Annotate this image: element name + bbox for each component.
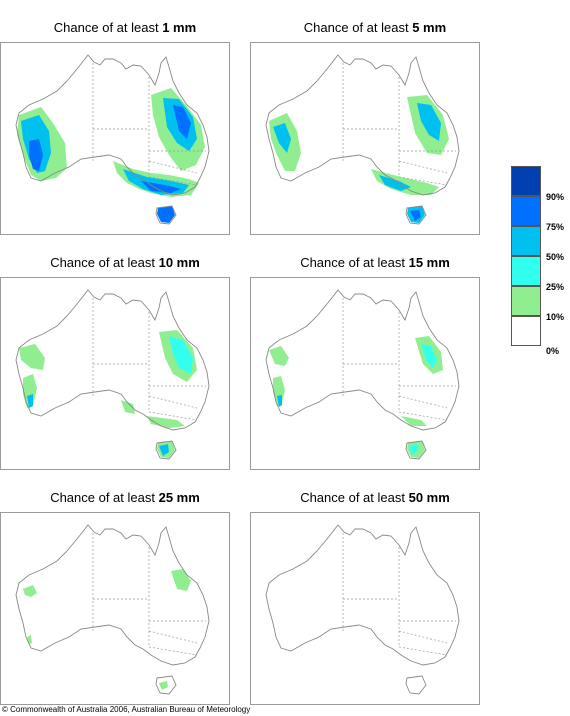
tasmania-outline	[155, 440, 177, 460]
coastline	[265, 524, 460, 666]
legend-label-25: 25%	[546, 282, 565, 292]
coastline	[265, 289, 460, 431]
legend-label-0: 0%	[546, 346, 560, 356]
australia-map	[0, 512, 230, 705]
legend-swatch-0	[511, 316, 541, 346]
title-prefix: Chance of at least	[303, 20, 409, 35]
legend-label-90: 90%	[546, 192, 565, 202]
title-prefix: Chance of at least	[300, 490, 405, 505]
title-prefix: Chance of at least	[300, 255, 405, 270]
color-legend: 90% 75% 50% 25% 10% 0%	[511, 166, 570, 366]
state-borders	[92, 533, 206, 656]
threshold-label: 5 mm	[412, 20, 447, 35]
coastline	[15, 54, 210, 196]
threshold-label: 50 mm	[408, 490, 450, 505]
australia-map	[250, 277, 480, 470]
rain-shading	[23, 569, 191, 690]
australia-map	[0, 42, 230, 235]
map-svg	[15, 524, 210, 695]
state-borders	[342, 298, 456, 421]
coastline	[15, 524, 210, 666]
map-panel-50mm: Chance of at least 50 mm	[250, 490, 500, 705]
state-borders	[342, 63, 456, 186]
legend-label-50: 50%	[546, 252, 565, 262]
legend-swatch-10	[511, 286, 541, 316]
tasmania-outline	[155, 675, 177, 695]
map-panel-15mm: Chance of at least 15 mm	[250, 255, 500, 485]
legend-swatch-25	[511, 256, 541, 286]
panel-title: Chance of at least 10 mm	[0, 255, 250, 271]
legend-swatch-75	[511, 196, 541, 226]
state-borders	[92, 298, 206, 421]
legend-label-10: 10%	[546, 312, 565, 322]
rain-shading	[19, 330, 197, 458]
map-panel-25mm: Chance of at least 25 mm	[0, 490, 250, 705]
state-borders	[342, 533, 456, 656]
rain-shading	[269, 95, 449, 223]
rain-shading	[17, 88, 205, 223]
map-svg	[265, 289, 460, 460]
threshold-label: 1 mm	[162, 20, 197, 35]
title-prefix: Chance of at least	[50, 490, 155, 505]
map-panel-10mm: Chance of at least 10 mm	[0, 255, 250, 485]
legend-swatch-90	[511, 166, 541, 196]
australia-map	[0, 277, 230, 470]
map-svg	[265, 524, 460, 695]
legend-label-75: 75%	[546, 222, 565, 232]
tasmania-outline	[155, 205, 177, 225]
legend-swatch-50	[511, 226, 541, 256]
map-panel-5mm: Chance of at least 5 mm	[250, 20, 500, 250]
map-svg	[15, 289, 210, 460]
map-svg	[265, 54, 460, 225]
threshold-label: 10 mm	[158, 255, 200, 270]
panel-title: Chance of at least 25 mm	[0, 490, 250, 506]
tasmania-outline	[405, 675, 427, 695]
rain-shading	[269, 336, 443, 458]
australia-map	[250, 512, 480, 705]
panel-title: Chance of at least 15 mm	[250, 255, 500, 271]
map-panel-1mm: Chance of at least 1 mm	[0, 20, 250, 250]
coastline	[265, 54, 460, 196]
map-svg	[15, 54, 210, 225]
panel-title: Chance of at least 50 mm	[250, 490, 500, 506]
title-prefix: Chance of at least	[50, 255, 155, 270]
tasmania-outline	[405, 205, 427, 225]
state-borders	[92, 63, 206, 186]
copyright-footer: © Commonwealth of Australia 2006, Austra…	[2, 705, 251, 714]
title-prefix: Chance of at least	[53, 20, 159, 35]
panel-title: Chance of at least 1 mm	[0, 20, 250, 36]
threshold-label: 25 mm	[158, 490, 200, 505]
tasmania-outline	[405, 440, 427, 460]
coastline	[15, 289, 210, 431]
threshold-label: 15 mm	[408, 255, 450, 270]
panel-title: Chance of at least 5 mm	[250, 20, 500, 36]
australia-map	[250, 42, 480, 235]
